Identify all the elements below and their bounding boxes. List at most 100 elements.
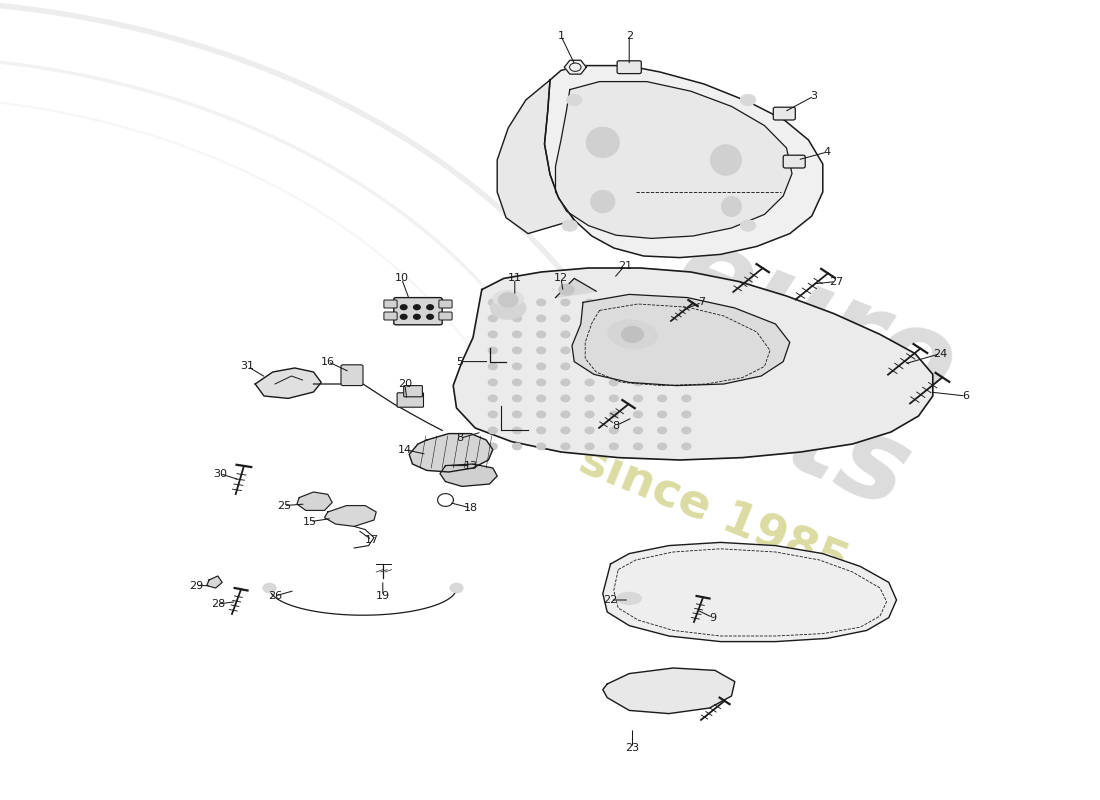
Circle shape: [585, 363, 594, 370]
FancyBboxPatch shape: [404, 386, 422, 397]
Text: parts: parts: [572, 302, 926, 530]
Polygon shape: [497, 80, 574, 234]
Circle shape: [682, 299, 691, 306]
Ellipse shape: [617, 592, 641, 605]
Polygon shape: [324, 506, 376, 526]
Circle shape: [585, 315, 594, 322]
Circle shape: [609, 379, 618, 386]
Circle shape: [537, 427, 546, 434]
Polygon shape: [603, 542, 896, 642]
Text: 4: 4: [824, 147, 830, 157]
Circle shape: [658, 363, 667, 370]
FancyBboxPatch shape: [783, 155, 805, 168]
Polygon shape: [440, 464, 497, 486]
Circle shape: [400, 314, 407, 319]
Text: 18: 18: [464, 503, 477, 513]
Circle shape: [488, 411, 497, 418]
Circle shape: [658, 379, 667, 386]
Circle shape: [585, 347, 594, 354]
Circle shape: [585, 411, 594, 418]
Circle shape: [561, 347, 570, 354]
Circle shape: [561, 395, 570, 402]
Polygon shape: [556, 82, 792, 238]
Circle shape: [585, 443, 594, 450]
Polygon shape: [409, 434, 493, 472]
Circle shape: [585, 395, 594, 402]
Polygon shape: [564, 60, 586, 74]
Text: 24: 24: [934, 349, 947, 358]
Circle shape: [634, 299, 642, 306]
Circle shape: [561, 315, 570, 322]
Text: 8: 8: [456, 434, 463, 443]
Circle shape: [658, 411, 667, 418]
Ellipse shape: [491, 297, 526, 319]
Text: 19: 19: [376, 591, 389, 601]
Circle shape: [682, 443, 691, 450]
Circle shape: [566, 94, 582, 106]
Circle shape: [400, 305, 407, 310]
Text: 7: 7: [698, 298, 705, 307]
Text: 22: 22: [604, 595, 617, 605]
Circle shape: [682, 347, 691, 354]
Circle shape: [414, 305, 420, 310]
Ellipse shape: [591, 190, 615, 213]
Circle shape: [513, 331, 521, 338]
Circle shape: [488, 379, 497, 386]
Circle shape: [488, 427, 497, 434]
Circle shape: [585, 427, 594, 434]
FancyBboxPatch shape: [439, 312, 452, 320]
Text: 15: 15: [304, 517, 317, 526]
Text: 2: 2: [626, 31, 632, 41]
Circle shape: [609, 299, 618, 306]
Circle shape: [537, 379, 546, 386]
Circle shape: [682, 379, 691, 386]
Circle shape: [634, 331, 642, 338]
Circle shape: [682, 395, 691, 402]
Polygon shape: [255, 368, 321, 398]
Circle shape: [634, 411, 642, 418]
Circle shape: [740, 94, 756, 106]
Circle shape: [561, 427, 570, 434]
Ellipse shape: [493, 290, 524, 306]
Circle shape: [488, 315, 497, 322]
Text: 9: 9: [710, 613, 716, 622]
Circle shape: [537, 363, 546, 370]
Circle shape: [263, 583, 276, 593]
Circle shape: [513, 411, 521, 418]
Circle shape: [682, 363, 691, 370]
Text: 25: 25: [277, 501, 290, 510]
Circle shape: [513, 443, 521, 450]
Circle shape: [634, 363, 642, 370]
Circle shape: [585, 299, 594, 306]
Circle shape: [609, 331, 618, 338]
FancyBboxPatch shape: [384, 312, 397, 320]
Circle shape: [427, 314, 433, 319]
Circle shape: [561, 379, 570, 386]
Circle shape: [450, 583, 463, 593]
Polygon shape: [603, 668, 735, 714]
Circle shape: [561, 411, 570, 418]
Text: 23: 23: [626, 743, 639, 753]
FancyBboxPatch shape: [773, 107, 795, 120]
Circle shape: [488, 331, 497, 338]
Circle shape: [682, 427, 691, 434]
Circle shape: [585, 379, 594, 386]
Circle shape: [682, 411, 691, 418]
Ellipse shape: [586, 127, 619, 158]
Text: 28: 28: [211, 599, 224, 609]
Circle shape: [621, 326, 643, 342]
Circle shape: [537, 411, 546, 418]
Circle shape: [513, 363, 521, 370]
Circle shape: [609, 315, 618, 322]
Text: 6: 6: [962, 391, 969, 401]
Circle shape: [559, 284, 574, 295]
Circle shape: [561, 443, 570, 450]
Circle shape: [537, 395, 546, 402]
Text: 30: 30: [213, 469, 227, 478]
Circle shape: [537, 299, 546, 306]
Circle shape: [513, 347, 521, 354]
Text: 29: 29: [189, 581, 202, 590]
Text: 10: 10: [395, 274, 408, 283]
Circle shape: [585, 331, 594, 338]
Polygon shape: [297, 492, 332, 510]
